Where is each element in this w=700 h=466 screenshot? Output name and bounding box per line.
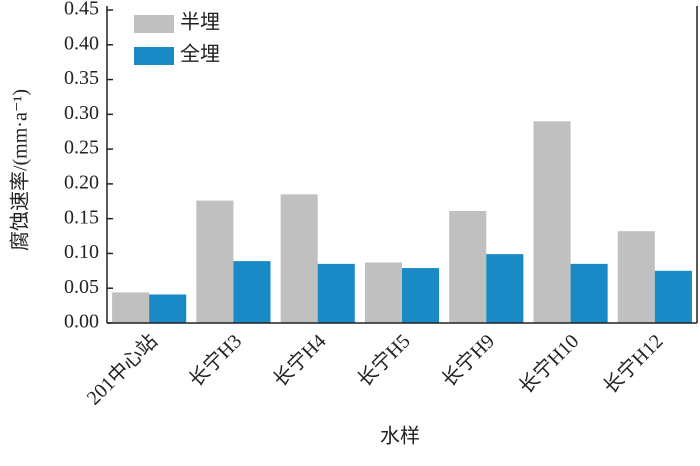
y-tick-label: 0.25 (64, 137, 99, 159)
y-tick-label: 0.20 (64, 171, 99, 193)
y-tick-label: 0.45 (64, 0, 99, 20)
bar (196, 200, 234, 323)
bar (280, 194, 318, 323)
y-tick-label: 0.05 (64, 276, 99, 298)
y-tick-label: 0.15 (64, 206, 99, 228)
bar (654, 270, 692, 323)
bar (449, 211, 487, 323)
bar (402, 268, 440, 323)
bar (149, 294, 187, 323)
y-tick-label: 0.10 (64, 241, 99, 263)
bar (533, 121, 571, 324)
bar (617, 231, 655, 323)
x-tick-label: 201中心站 (82, 330, 162, 410)
legend-swatch (134, 47, 174, 65)
bar (570, 263, 608, 323)
bar (317, 263, 355, 323)
x-tick-label: 长宁H3 (184, 330, 246, 392)
bar (233, 261, 271, 323)
legend-label: 全埋 (180, 43, 220, 66)
bar (486, 254, 524, 323)
bar (364, 262, 402, 323)
x-tick-label: 长宁H10 (514, 330, 583, 399)
x-tick-label: 长宁H9 (437, 330, 499, 392)
legend-swatch (134, 15, 174, 33)
legend-label: 半埋 (180, 11, 220, 34)
x-axis-label: 水样 (380, 425, 420, 448)
y-axis-label: 腐蚀速率/(mm·a⁻¹) (9, 89, 32, 251)
x-tick-label: 长宁H4 (269, 330, 331, 392)
bar (112, 292, 150, 323)
y-tick-label: 0.00 (64, 311, 99, 333)
x-tick-label: 长宁H5 (353, 330, 415, 392)
y-tick-label: 0.35 (64, 67, 99, 89)
y-tick-label: 0.30 (64, 102, 99, 124)
x-tick-label: 长宁H12 (599, 330, 668, 399)
y-tick-label: 0.40 (64, 32, 99, 54)
